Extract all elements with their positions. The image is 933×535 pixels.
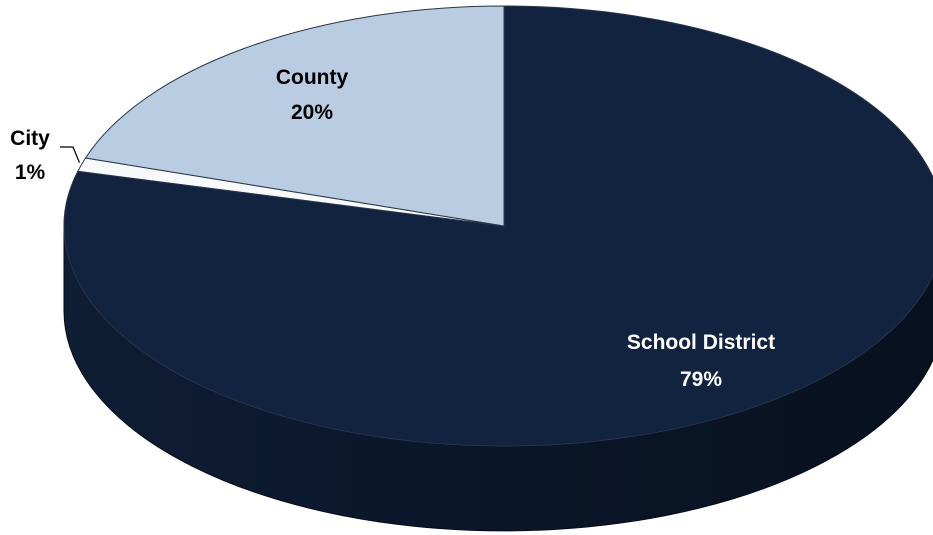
label-county-percent: 20% bbox=[291, 101, 333, 124]
label-city-percent: 1% bbox=[15, 161, 46, 184]
slice-school-district bbox=[63, 5, 933, 447]
slice-county bbox=[85, 5, 505, 227]
pie-labels: School District 79% City 1% County 20% bbox=[10, 66, 775, 391]
label-school-district-percent: 79% bbox=[680, 368, 722, 391]
label-school-district-name: School District bbox=[627, 331, 775, 354]
leader-line-city bbox=[60, 146, 81, 163]
label-city-name: City bbox=[10, 127, 50, 150]
label-county-name: County bbox=[276, 66, 349, 89]
pie-top bbox=[63, 5, 933, 447]
